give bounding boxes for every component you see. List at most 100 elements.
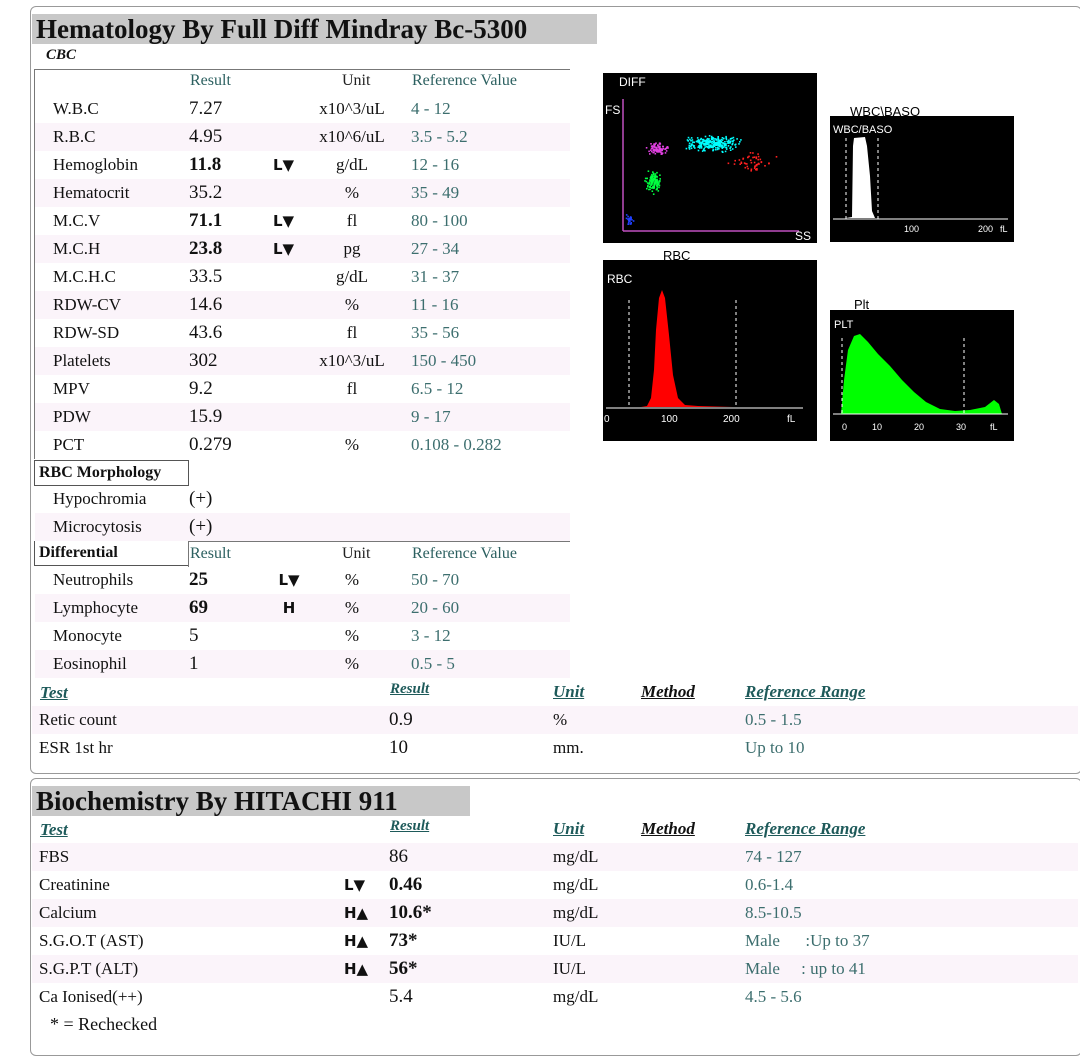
scatter-point xyxy=(652,146,654,148)
result-value: 0.46 xyxy=(389,874,423,895)
scatter-point xyxy=(653,175,655,178)
scatter-point xyxy=(659,149,661,151)
result-flag: L▼ xyxy=(344,876,366,894)
scatter-point xyxy=(648,186,651,188)
reference-value: 0.5 - 5 xyxy=(411,654,455,673)
reference-value: 3 - 12 xyxy=(411,626,451,645)
wbc-baso-graph: WBC/BASO 100 200 fL xyxy=(830,116,1014,242)
scatter-point xyxy=(657,151,660,153)
result-value: 69 xyxy=(189,597,208,618)
result-flag: L▼ xyxy=(273,240,295,258)
scatter-point xyxy=(657,144,659,147)
scatter-point xyxy=(715,139,717,141)
scatter-point xyxy=(697,146,699,148)
plt-tick-10: 10 xyxy=(872,422,883,432)
reference-value: 8.5-10.5 xyxy=(745,903,802,922)
scatter-point xyxy=(656,185,658,187)
scatter-point xyxy=(755,156,758,158)
reference-value: 6.5 - 12 xyxy=(411,379,464,398)
scatter-point xyxy=(707,141,710,143)
test-name: Retic count xyxy=(39,710,117,729)
unit-value: g/dL xyxy=(335,267,369,286)
unit-value: x10^3/uL xyxy=(319,99,385,118)
differential-unit-header: Unit xyxy=(342,545,371,562)
scatter-point xyxy=(646,177,648,180)
scatter-point xyxy=(750,168,753,171)
test-name: W.B.C xyxy=(53,99,99,118)
scatter-point xyxy=(757,162,760,165)
scatter-point xyxy=(652,187,654,189)
plt-label: PLT xyxy=(834,319,854,331)
scatter-point xyxy=(650,176,653,179)
scatter-point xyxy=(648,183,650,185)
scatter-point xyxy=(687,140,689,142)
unit-value: % xyxy=(553,710,568,729)
scatter-point xyxy=(656,171,658,174)
result-flag: L▼ xyxy=(273,156,295,174)
scatter-point xyxy=(764,165,766,167)
cell-type-name: Monocyte xyxy=(53,626,122,645)
scatter-point xyxy=(628,217,631,220)
scatter-point xyxy=(750,161,753,164)
reference-value: 0.6-1.4 xyxy=(745,875,794,894)
result-value: 10.6* xyxy=(389,902,432,923)
reference-value: Male : up to 41 xyxy=(745,959,866,978)
scatter-point xyxy=(727,145,730,147)
scatter-point xyxy=(742,158,744,160)
scatter-point xyxy=(666,146,669,148)
scatter-point xyxy=(652,173,655,175)
scatter-point xyxy=(694,147,696,149)
scatter-point xyxy=(657,183,659,186)
scatter-point xyxy=(714,142,716,144)
scatter-point xyxy=(653,144,656,147)
reference-value: Up to 10 xyxy=(745,738,805,757)
scatter-point xyxy=(747,156,749,159)
scatter-point xyxy=(712,146,714,148)
result-value: 23.8 xyxy=(189,238,223,259)
result-value: 73* xyxy=(389,930,418,951)
differential-divider xyxy=(188,541,189,567)
unit-value: IU/L xyxy=(553,931,587,950)
scatter-point xyxy=(648,150,650,153)
result-value: 71.1 xyxy=(189,210,223,231)
scatter-point xyxy=(659,148,662,150)
scatter-point xyxy=(651,176,654,178)
cbc-reference-header: Reference Value xyxy=(412,72,517,89)
reference-value: 3.5 - 5.2 xyxy=(411,127,468,146)
scatter-point xyxy=(740,139,742,141)
scatter-point xyxy=(708,146,711,149)
scatter-point xyxy=(656,186,659,188)
scatter-point xyxy=(693,141,695,144)
result-flag: H▲ xyxy=(344,904,369,922)
scatter-point xyxy=(690,137,693,139)
reference-value: 74 - 127 xyxy=(745,847,802,866)
scatter-point xyxy=(727,162,730,165)
scatter-point xyxy=(724,141,726,143)
scatter-point xyxy=(729,140,732,143)
scatter-point xyxy=(738,143,740,145)
scatter-point xyxy=(729,138,732,140)
scatter-point xyxy=(651,173,653,176)
scatter-point xyxy=(655,142,657,144)
scatter-point xyxy=(698,145,700,147)
cbc-unit-header: Unit xyxy=(342,72,371,89)
scatter-point xyxy=(695,140,698,143)
scatter-point xyxy=(652,171,654,173)
scatter-point xyxy=(651,180,654,183)
scatter-point xyxy=(652,193,655,195)
scatter-point xyxy=(653,181,655,183)
cbc-row: Platelets 302 x10^3/uL 150 - 450 xyxy=(35,347,570,375)
scatter-point xyxy=(756,168,758,170)
scatter-point xyxy=(707,147,710,149)
result-value: 43.6 xyxy=(189,322,223,343)
result-value: 35.2 xyxy=(189,182,223,203)
scatter-point xyxy=(715,143,717,145)
result-flag: H▲ xyxy=(344,960,369,978)
unit-value: % xyxy=(344,183,360,202)
reference-value: 4.5 - 5.6 xyxy=(745,987,802,1006)
wbc-baso-label: WBC/BASO xyxy=(833,124,893,136)
biochemistry-row: S.G.P.T (ALT) H▲ 56* IU/L Male : up to 41 xyxy=(32,955,1078,983)
rbc-graph: RBC 0 100 200 fL xyxy=(603,260,817,441)
scatter-point xyxy=(709,144,712,146)
scatter-point xyxy=(707,145,710,148)
